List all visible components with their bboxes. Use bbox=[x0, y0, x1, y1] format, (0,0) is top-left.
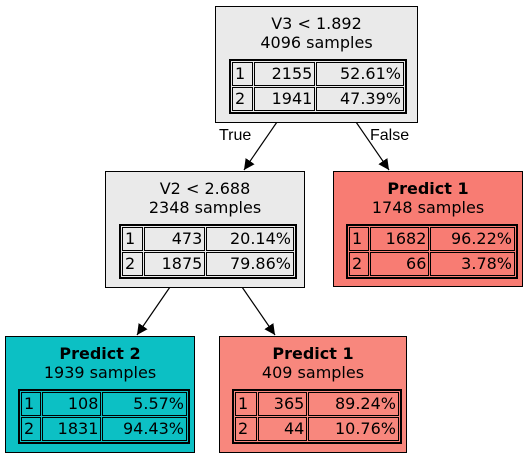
node-right-title: Predict 1 bbox=[387, 179, 469, 198]
percent-cell: 5.57% bbox=[102, 392, 187, 416]
class-cell: 1 bbox=[235, 392, 257, 416]
count-cell: 1875 bbox=[144, 252, 206, 276]
count-cell: 473 bbox=[144, 227, 206, 251]
node-leftleft-table: 1 108 5.57% 2 1831 94.43% bbox=[18, 389, 190, 444]
table-row: 2 66 3.78% bbox=[349, 252, 515, 276]
class-cell: 2 bbox=[21, 417, 42, 441]
node-right-leaf: Predict 1 1748 samples 1 1682 96.22% 2 6… bbox=[333, 171, 523, 287]
table-row: 1 108 5.57% bbox=[21, 392, 187, 416]
percent-cell: 3.78% bbox=[430, 252, 515, 276]
node-leftright-table: 1 365 89.24% 2 44 10.76% bbox=[232, 389, 402, 444]
count-cell: 2155 bbox=[254, 62, 316, 86]
count-cell: 108 bbox=[42, 392, 102, 416]
edge-left-leftleft bbox=[136, 286, 171, 336]
table-row: 2 1941 47.39% bbox=[232, 87, 404, 111]
node-root-title: V3 < 1.892 bbox=[271, 14, 362, 33]
table-row: 1 2155 52.61% bbox=[232, 62, 404, 86]
table-row: 1 365 89.24% bbox=[235, 392, 399, 416]
count-cell: 1831 bbox=[42, 417, 102, 441]
class-cell: 2 bbox=[122, 252, 144, 276]
count-cell: 1941 bbox=[254, 87, 316, 111]
node-leftright-leaf: Predict 1 409 samples 1 365 89.24% 2 44 … bbox=[219, 336, 407, 453]
node-root: V3 < 1.892 4096 samples 1 2155 52.61% 2 … bbox=[215, 6, 418, 123]
edge-label-true: True bbox=[219, 127, 252, 144]
count-cell: 44 bbox=[257, 417, 308, 441]
edge-label-false: False bbox=[370, 127, 410, 144]
node-left-title: V2 < 2.688 bbox=[159, 179, 251, 198]
table-row: 2 44 10.76% bbox=[235, 417, 399, 441]
node-leftright-samples: 409 samples bbox=[261, 363, 365, 382]
table-row: 1 1682 96.22% bbox=[349, 227, 515, 251]
node-left: V2 < 2.688 2348 samples 1 473 20.14% 2 1… bbox=[105, 171, 305, 288]
percent-cell: 79.86% bbox=[206, 252, 294, 276]
count-cell: 1682 bbox=[370, 227, 430, 251]
class-cell: 2 bbox=[349, 252, 370, 276]
class-cell: 2 bbox=[235, 417, 257, 441]
percent-cell: 47.39% bbox=[316, 87, 404, 111]
node-left-samples: 2348 samples bbox=[148, 198, 262, 217]
table-row: 1 473 20.14% bbox=[122, 227, 294, 251]
count-cell: 66 bbox=[370, 252, 430, 276]
count-cell: 365 bbox=[257, 392, 308, 416]
percent-cell: 94.43% bbox=[102, 417, 187, 441]
edge-root-left bbox=[243, 121, 278, 171]
table-row: 2 1831 94.43% bbox=[21, 417, 187, 441]
table-row: 2 1875 79.86% bbox=[122, 252, 294, 276]
class-cell: 1 bbox=[21, 392, 42, 416]
edge-root-right bbox=[355, 121, 390, 171]
percent-cell: 52.61% bbox=[316, 62, 404, 86]
class-cell: 1 bbox=[122, 227, 144, 251]
class-cell: 1 bbox=[349, 227, 370, 251]
node-root-table: 1 2155 52.61% 2 1941 47.39% bbox=[229, 59, 407, 114]
node-leftright-title: Predict 1 bbox=[272, 344, 354, 363]
node-leftleft-title: Predict 2 bbox=[59, 344, 141, 363]
percent-cell: 89.24% bbox=[308, 392, 399, 416]
node-right-samples: 1748 samples bbox=[371, 198, 485, 217]
node-leftleft-leaf: Predict 2 1939 samples 1 108 5.57% 2 183… bbox=[5, 336, 195, 453]
percent-cell: 96.22% bbox=[430, 227, 515, 251]
class-cell: 2 bbox=[232, 87, 254, 111]
percent-cell: 10.76% bbox=[308, 417, 399, 441]
node-right-table: 1 1682 96.22% 2 66 3.78% bbox=[346, 224, 518, 279]
node-leftleft-samples: 1939 samples bbox=[43, 363, 157, 382]
node-root-samples: 4096 samples bbox=[260, 33, 373, 52]
edge-left-leftright bbox=[241, 286, 276, 336]
node-left-table: 1 473 20.14% 2 1875 79.86% bbox=[119, 224, 297, 279]
class-cell: 1 bbox=[232, 62, 254, 86]
percent-cell: 20.14% bbox=[206, 227, 294, 251]
